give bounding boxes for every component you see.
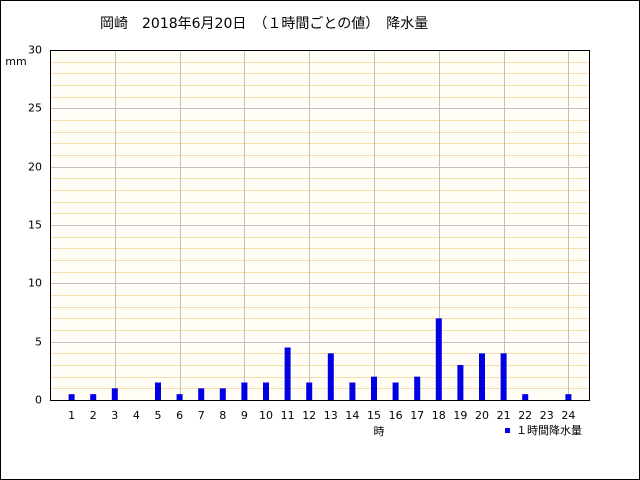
bar [479,353,485,400]
x-tick-label: 12 [302,409,316,422]
x-tick-label: 24 [561,409,575,422]
x-tick-label: 9 [241,409,248,422]
bar [68,394,75,400]
x-axis-label: 時 [374,425,385,438]
x-tick-label: 1 [68,409,75,422]
x-tick-label: 13 [324,409,338,422]
bar [435,318,442,400]
bar [263,382,269,400]
x-tick-label: 11 [281,409,295,422]
bar [522,394,529,400]
x-tick-label: 16 [389,409,403,422]
legend-label: １時間降水量 [516,423,582,437]
bar [241,382,248,400]
bar [198,388,205,400]
x-tick-label: 7 [198,409,205,422]
x-tick-label: 10 [259,409,273,422]
x-tick-label: 21 [497,409,511,422]
bar [306,382,313,400]
x-tick-label: 22 [518,409,532,422]
x-tick-label: 6 [176,409,183,422]
x-tick-label: 2 [90,409,97,422]
y-tick-label: 30 [28,44,42,57]
y-tick-label: 5 [35,336,42,349]
bar [176,394,183,400]
x-tick-label: 14 [345,409,359,422]
bar [371,376,377,400]
bar [414,376,421,400]
bar [155,382,161,400]
x-tick-label: 8 [219,409,226,422]
y-tick-label: 25 [28,102,42,115]
x-tick-label: 4 [133,409,140,422]
y-tick-label: 15 [28,219,42,232]
bar [327,353,334,400]
x-tick-label: 17 [410,409,424,422]
legend-swatch [505,428,510,433]
y-axis-label: mm [5,55,26,68]
bar [392,382,399,400]
bar [111,388,118,400]
bar [90,394,97,400]
x-tick-label: 15 [367,409,381,422]
x-tick-label: 18 [432,409,446,422]
bar [565,394,572,400]
bar [284,347,291,400]
x-tick-label: 3 [111,409,118,422]
bar [457,365,464,400]
y-tick-label: 10 [28,277,42,290]
bar [219,388,226,400]
x-tick-label: 5 [155,409,162,422]
x-tick-label: 19 [453,409,467,422]
plot-border [50,50,590,401]
y-tick-label: 0 [35,394,42,407]
x-tick-label: 23 [540,409,554,422]
x-tick-label: 20 [475,409,489,422]
bar [349,382,356,400]
bar [500,353,507,400]
chart-title: 岡崎 2018年6月20日 （１時間ごとの値） 降水量 [100,16,428,32]
y-tick-label: 20 [28,161,42,174]
